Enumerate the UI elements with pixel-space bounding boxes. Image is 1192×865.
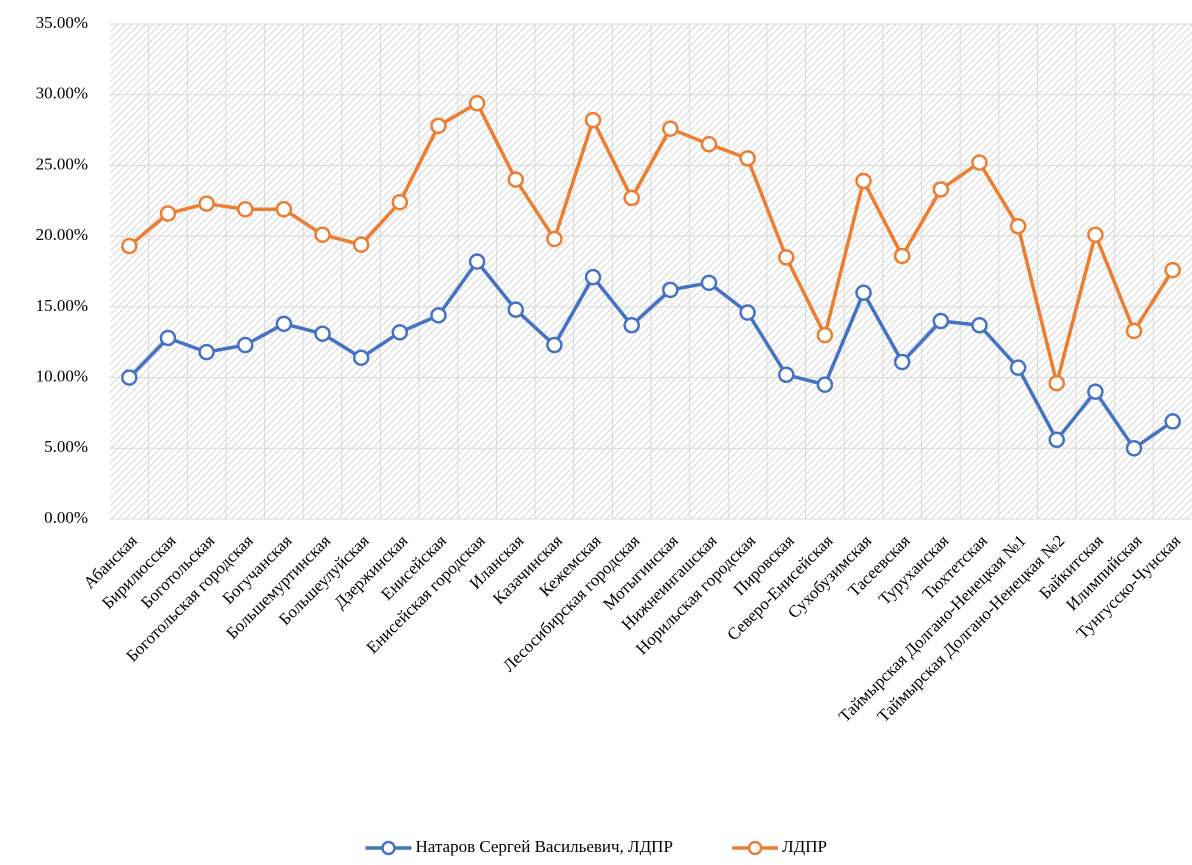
legend-marker [747,840,763,856]
data-point [468,94,486,112]
data-point [1009,359,1027,376]
data-point [1048,374,1065,392]
data-point [237,336,254,354]
data-point [198,195,215,212]
data-point [121,369,138,386]
series-line [128,101,1175,385]
data-point [700,274,718,292]
data-point [662,120,679,137]
y-tick-label: 35.00% [36,13,88,32]
data-point [1164,261,1181,279]
data-point [1048,431,1065,449]
y-tick-label: 5.00% [44,437,88,456]
y-tick-label: 0.00% [44,508,88,527]
data-point [1009,217,1027,235]
y-tick-label: 30.00% [36,84,88,103]
data-point [159,205,177,222]
data-point [778,366,795,383]
y-tick-label: 15.00% [36,296,88,315]
data-point [623,316,640,334]
y-tick-label: 10.00% [36,366,88,385]
series-line [128,259,1174,451]
data-point [739,150,756,167]
y-tick-label: 25.00% [36,154,88,173]
y-tick-label: 20.00% [36,225,88,244]
data-point [700,135,718,153]
data-point [584,111,602,129]
data-point [352,349,370,367]
data-point [275,315,293,333]
data-point [816,326,834,344]
data-point [584,268,602,286]
data-point [430,307,447,324]
legend-label: Натаров Сергей Васильевич, ЛДПР [416,837,673,856]
data-point [391,193,409,211]
data-point [1125,440,1143,457]
data-point [1125,322,1143,340]
data-point [971,154,988,171]
data-point [468,253,486,270]
data-point [1087,226,1104,243]
data-point [893,247,911,265]
data-point [314,226,331,243]
data-point [546,230,563,248]
data-point [352,236,370,253]
data-point [893,353,911,371]
data-point [121,237,138,255]
data-point [1087,383,1104,400]
data-point [275,201,293,218]
legend-label: ЛДПР [782,837,827,856]
data-point [662,281,679,299]
data-point [198,343,215,361]
data-point [855,172,872,190]
data-point [623,189,640,207]
data-point [507,301,524,318]
data-point [314,325,331,342]
data-point [507,171,524,188]
data-point [932,312,950,330]
data-point [855,284,872,301]
data-point [739,304,756,321]
data-point [816,376,834,393]
data-point [932,181,950,198]
data-point [391,324,409,341]
data-point [237,201,254,218]
data-point [971,316,988,334]
data-point [778,249,795,266]
legend-marker [381,840,396,856]
data-point [430,117,447,135]
data-point [1164,413,1181,430]
data-point [546,336,563,354]
data-point [159,329,177,347]
